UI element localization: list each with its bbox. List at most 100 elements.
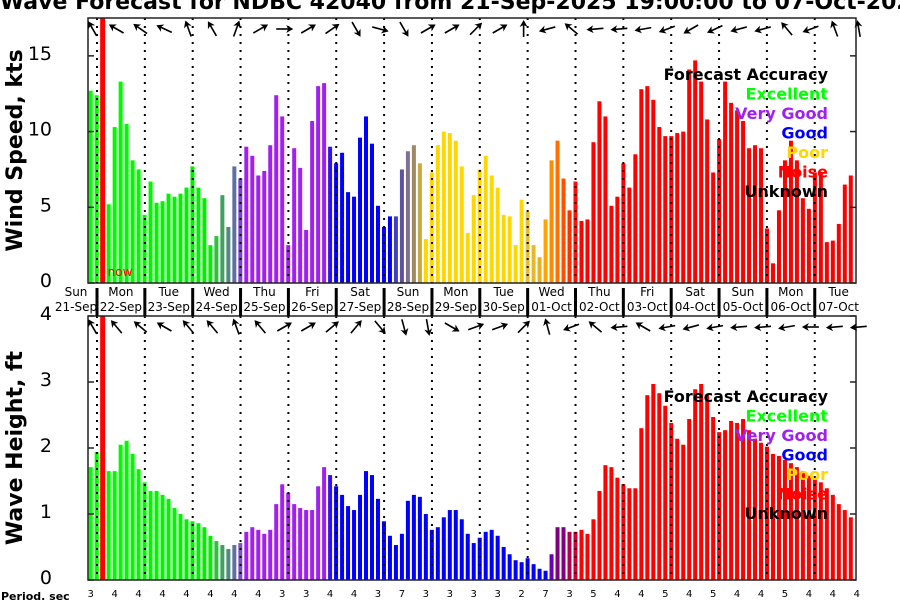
day-name-label: Thu xyxy=(587,285,611,299)
wind-direction-arrow-icon xyxy=(232,20,241,37)
wave-direction-arrow-icon xyxy=(424,318,433,336)
wind-bar xyxy=(669,136,674,283)
wind-bar xyxy=(585,219,590,283)
wave-bar xyxy=(651,383,656,580)
now-line xyxy=(100,316,106,580)
period-value: 4 xyxy=(806,589,812,600)
wave-bar xyxy=(160,494,165,580)
day-separator xyxy=(478,288,482,316)
period-value: 4 xyxy=(207,589,213,600)
day-separator xyxy=(334,288,338,316)
wave-bar xyxy=(561,527,566,580)
wave-y-tick-label: 1 xyxy=(40,501,52,523)
day-date-label: 28-Sep xyxy=(387,300,429,314)
wave-direction-arrow-icon xyxy=(658,323,676,332)
wave-direction-arrow-icon xyxy=(801,323,819,331)
wave-bar xyxy=(244,531,249,580)
period-value: 3 xyxy=(447,589,453,600)
wind-bar xyxy=(399,169,404,283)
period-value: 5 xyxy=(662,589,668,600)
period-value: 4 xyxy=(135,589,141,600)
wave-bar xyxy=(411,494,416,580)
wave-direction-arrow-icon xyxy=(778,323,795,332)
wind-bar xyxy=(304,230,309,283)
wave-direction-arrow-icon xyxy=(635,322,651,332)
wind-direction-arrow-icon xyxy=(300,24,316,34)
wind-bar xyxy=(447,133,452,283)
day-date-label: 03-Oct xyxy=(627,300,668,314)
wind-bar xyxy=(687,69,692,283)
wave-bar xyxy=(693,389,698,580)
wind-bar xyxy=(567,210,572,283)
wind-bar xyxy=(525,211,530,283)
day-name-label: Thu xyxy=(252,285,276,299)
wave-bar xyxy=(298,508,303,580)
wind-bar xyxy=(94,95,99,283)
wave-bar xyxy=(268,529,273,580)
wind-direction-arrow-icon xyxy=(88,21,98,37)
day-name-label: Tue xyxy=(827,285,849,299)
legend-item-excellent: Excellent xyxy=(746,407,829,426)
wave-bar xyxy=(585,533,590,580)
wind-bar xyxy=(723,81,728,283)
wave-bar xyxy=(88,467,93,580)
wind-bar xyxy=(806,208,811,283)
legend-item-poor: Poor xyxy=(786,143,828,162)
wind-direction-arrow-icon xyxy=(207,21,218,37)
wind-bar xyxy=(358,137,363,283)
wave-bar xyxy=(316,486,321,580)
wave-bar xyxy=(507,554,512,580)
wave-direction-arrow-icon xyxy=(374,320,386,334)
wind-direction-arrow-icon xyxy=(133,23,148,35)
wave-bar xyxy=(423,514,428,580)
wind-bar xyxy=(818,172,823,283)
wind-bar xyxy=(405,151,410,283)
wind-y-axis-label: Wind Speed, kts xyxy=(3,49,28,251)
day-separator xyxy=(813,288,817,316)
period-value: 4 xyxy=(734,589,740,600)
wind-direction-arrow-icon xyxy=(683,24,699,34)
wind-bar xyxy=(220,195,225,283)
wave-bar xyxy=(447,510,452,580)
wave-bar xyxy=(250,527,255,580)
wave-bar xyxy=(441,517,446,580)
wind-bar xyxy=(352,196,357,283)
wind-bar xyxy=(495,187,500,283)
wave-bar xyxy=(184,519,189,580)
wave-direction-arrow-icon xyxy=(156,322,172,332)
wind-bar xyxy=(112,127,117,284)
wave-bar xyxy=(435,527,440,580)
wind-bar xyxy=(776,210,781,283)
wave-bar xyxy=(190,521,195,580)
wave-bar xyxy=(639,428,644,580)
wind-bar xyxy=(262,170,267,283)
period-value: 4 xyxy=(159,589,165,600)
day-name-label: Sat xyxy=(350,285,370,299)
period-value: 4 xyxy=(638,589,644,600)
wave-direction-arrow-icon xyxy=(754,323,772,332)
wave-bar xyxy=(788,463,793,580)
wind-bar xyxy=(824,242,829,283)
wave-bar xyxy=(477,537,482,580)
wind-y-tick-label: 10 xyxy=(28,119,52,141)
wind-bar xyxy=(531,245,536,283)
wind-bar xyxy=(747,148,752,283)
day-date-label: 26-Sep xyxy=(291,300,333,314)
wave-bar xyxy=(633,488,638,580)
wave-bar xyxy=(112,471,117,580)
wind-direction-arrow-icon xyxy=(658,25,676,34)
day-name-label: Sat xyxy=(685,285,705,299)
wave-direction-arrow-icon xyxy=(182,320,195,334)
wind-bar xyxy=(459,166,464,283)
wave-direction-arrow-icon xyxy=(444,322,460,332)
wave-bar xyxy=(166,498,171,580)
day-separator xyxy=(191,288,195,316)
wave-bar xyxy=(818,482,823,580)
wind-direction-arrow-icon xyxy=(730,25,748,34)
wave-bar xyxy=(483,531,488,580)
wind-bar xyxy=(603,116,608,283)
wave-bar xyxy=(681,444,686,580)
wind-bar xyxy=(316,86,321,284)
day-name-label: Fri xyxy=(305,285,319,299)
wave-bar xyxy=(352,510,357,580)
